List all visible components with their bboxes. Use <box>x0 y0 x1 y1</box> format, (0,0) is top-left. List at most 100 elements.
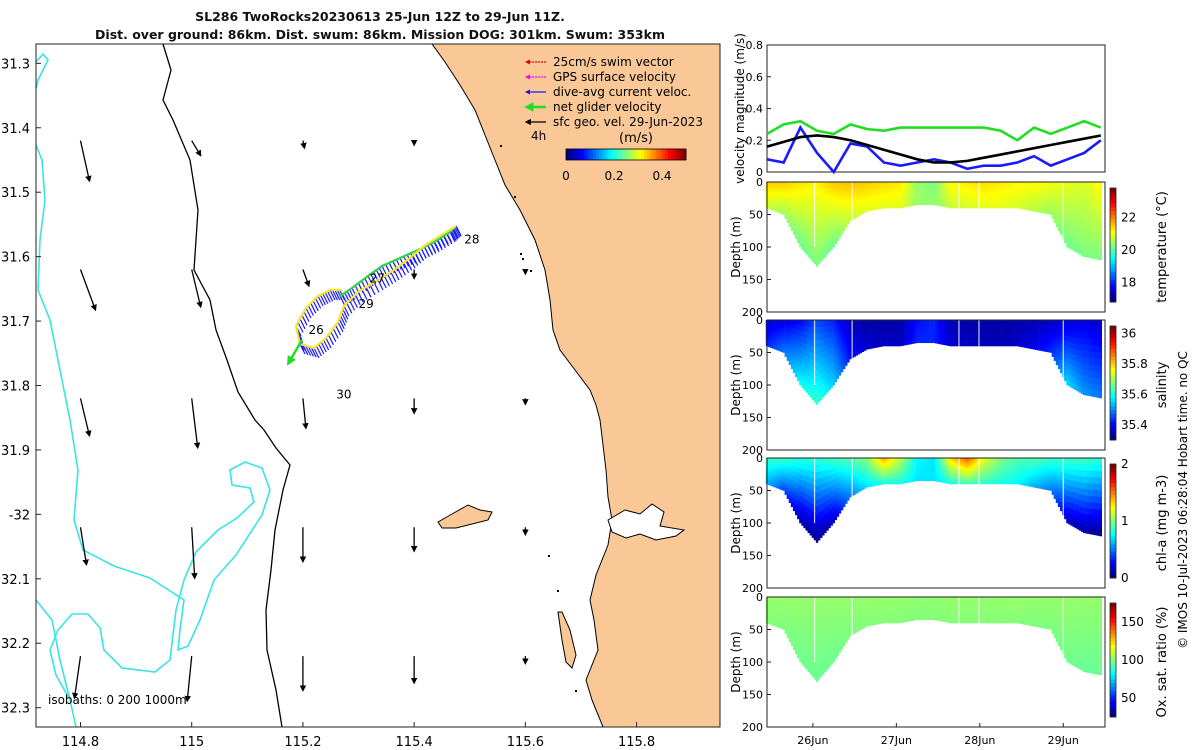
profile-cell <box>978 182 982 185</box>
profile-cell <box>1070 376 1073 383</box>
profile-cell <box>1005 322 1009 325</box>
profile-cell <box>845 342 848 347</box>
profile-cell <box>920 195 923 198</box>
profile-cell <box>797 473 800 479</box>
profile-cell <box>970 320 973 323</box>
profile-cell <box>928 197 931 200</box>
profile-cell <box>872 345 875 349</box>
profile-cell <box>809 182 813 189</box>
profile-cell <box>870 467 873 471</box>
profile-cell <box>1085 213 1088 220</box>
profile-cell <box>876 324 879 328</box>
profile-cell <box>922 199 925 202</box>
profile-cell <box>918 337 921 340</box>
profile-cell <box>828 246 831 253</box>
colorbar-tick-label: 35.6 <box>1121 387 1148 401</box>
profile-cell <box>809 345 813 353</box>
profile-cell <box>1097 332 1100 340</box>
profile-cell <box>857 472 860 476</box>
profile-cell <box>822 358 825 366</box>
profile-cell <box>799 512 802 518</box>
profile-cell <box>1089 200 1092 208</box>
profile-cell <box>941 332 944 335</box>
profile-cell <box>845 461 848 466</box>
profile-cell <box>1053 185 1057 190</box>
dive-avg-current-vector <box>323 339 330 351</box>
profile-cell <box>945 326 948 329</box>
profile-cell <box>772 182 775 185</box>
profile-cell <box>909 329 913 333</box>
profile-cell <box>943 322 946 325</box>
profile-cell <box>845 189 848 194</box>
profile-cell <box>1039 325 1042 328</box>
dive-avg-current-vector <box>339 315 346 326</box>
profile-cell <box>936 320 940 323</box>
profile-cell <box>784 350 787 354</box>
profile-cell <box>968 341 971 345</box>
profile-cell <box>964 341 967 345</box>
colorbar-cell <box>1110 260 1116 265</box>
profile-cell <box>1007 339 1011 342</box>
profile-cell <box>1068 364 1071 370</box>
profile-cell <box>782 209 785 213</box>
profile-cell <box>882 335 886 338</box>
profile-cell <box>788 461 792 466</box>
profile-cell <box>1051 329 1055 333</box>
profile-cell <box>863 335 867 339</box>
profile-cell <box>886 205 890 209</box>
colorbar-cell <box>1110 333 1116 338</box>
profile-cell <box>893 205 896 209</box>
profile-cell <box>1093 383 1096 391</box>
profile-cell <box>905 186 908 189</box>
profile-cell <box>820 464 823 472</box>
profile-cell <box>857 334 860 338</box>
profile-cell <box>849 211 852 215</box>
profile-cell <box>993 322 996 325</box>
profile-cell <box>961 201 965 204</box>
profile-cell <box>955 201 959 204</box>
colorbar-cell <box>1110 421 1116 426</box>
profile-cell <box>847 461 850 466</box>
profile-cell <box>1028 324 1032 328</box>
profile-cell <box>1053 350 1057 355</box>
profile-cell <box>1003 197 1007 200</box>
profile-cell <box>909 187 913 191</box>
profile-cell <box>874 322 877 325</box>
profile-cell <box>1003 199 1007 202</box>
profile-cell <box>941 200 944 203</box>
profile-cell <box>888 333 892 336</box>
dive-avg-current-vector <box>315 298 322 309</box>
profile-cell <box>943 320 946 323</box>
profile-cell <box>955 184 959 187</box>
profile-cell <box>993 324 996 327</box>
profile-cell <box>995 190 998 194</box>
profile-cell <box>1041 194 1044 198</box>
profile-cell <box>826 380 829 387</box>
profile-cell <box>868 324 871 328</box>
profile-cell <box>797 463 800 469</box>
profile-cell <box>874 467 877 470</box>
profile-cell <box>767 204 771 207</box>
profile-cell <box>830 376 833 383</box>
profile-cell <box>838 209 842 215</box>
profile-cell <box>774 339 777 343</box>
profile-cell <box>1034 344 1038 348</box>
profile-cell <box>784 335 787 339</box>
profile-cell <box>903 320 906 323</box>
profile-cell <box>847 337 850 342</box>
profile-cell <box>947 201 950 204</box>
figure-title-line-1: SL286 TwoRocks20230613 25-Jun 12Z to 29-… <box>195 9 565 24</box>
profile-cell <box>868 208 871 212</box>
profile-cell <box>1037 189 1040 193</box>
profile-cell <box>880 482 883 485</box>
profile-cell <box>1095 358 1098 366</box>
profile-cell <box>795 462 798 468</box>
profile-cell <box>1078 386 1082 393</box>
profile-cell <box>989 190 992 194</box>
profile-cell <box>859 477 863 481</box>
profile-cell <box>1022 188 1025 192</box>
profile-cell <box>855 349 858 353</box>
profile-cell <box>859 339 863 343</box>
profile-cell <box>769 186 773 190</box>
profile-cell <box>863 204 867 208</box>
